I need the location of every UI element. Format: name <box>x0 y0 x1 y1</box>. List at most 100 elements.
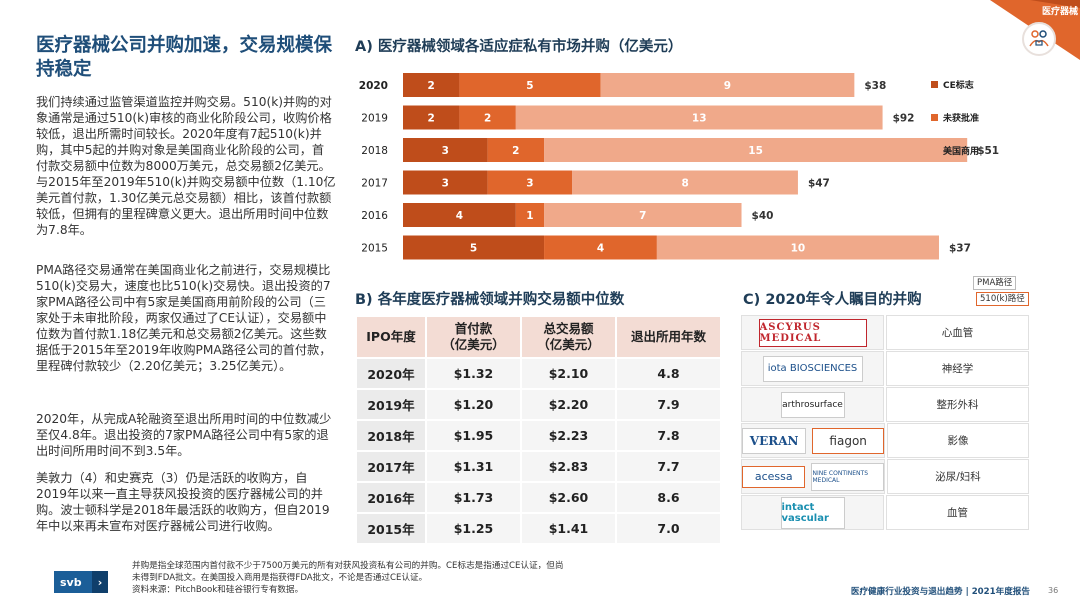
bar-value-label: 4 <box>597 243 604 255</box>
legend-510k: 510(k)路径 <box>976 292 1029 306</box>
header-exit-years: 退出所用年数 <box>615 315 722 359</box>
table-header-row: IPO年度 首付款 （亿美元） 总交易额 （亿美元） 退出所用年数 <box>355 315 722 359</box>
bar-segment <box>544 235 657 260</box>
cell-total: $2.23 <box>520 419 617 452</box>
legend-label: 美国商用 <box>943 145 979 157</box>
bar-value-label: 2 <box>512 145 519 157</box>
bar-segment <box>544 138 968 162</box>
cell-exit-years: 7.0 <box>615 512 722 545</box>
legend-label: 未获批准 <box>942 112 979 124</box>
deal-row: ASCYRUS MEDICAL 心血管 <box>741 315 1029 351</box>
paragraph-acquirers: 美敦力（4）和史赛克（3）仍是活跃的收购方，自2019年以来一直主导获风投投资的… <box>36 471 330 533</box>
company-logo: ASCYRUS MEDICAL <box>758 318 867 347</box>
company-logo: arthrosurface <box>780 391 845 418</box>
cell-year: 2016年 <box>355 481 427 514</box>
legend-swatch <box>931 81 938 88</box>
cell-total: $2.60 <box>520 481 617 514</box>
deal-row: intact vascular 血管 <box>741 495 1029 531</box>
bar-segment <box>459 105 516 130</box>
bar-segment <box>515 105 883 130</box>
bar-value-label: 1 <box>526 210 533 222</box>
deal-row: acessa NINE CONTINENTS MEDICAL 泌尿/妇科 <box>741 459 1029 495</box>
cell-total: $1.41 <box>520 512 617 545</box>
cell-total: $2.20 <box>520 388 617 421</box>
bar-value-label: 9 <box>724 80 731 92</box>
company-logo: iota BIOSCIENCES <box>762 355 863 382</box>
cell-year: 2018年 <box>355 419 427 452</box>
page-title: 医疗器械公司并购加速，交易规模保持稳定 <box>36 35 333 80</box>
bar-total-label: $40 <box>752 210 774 222</box>
table-row: 2017年 $1.31 $2.83 7.7 <box>355 450 722 483</box>
legend-pma: PMA路径 <box>973 276 1017 290</box>
bar-segment <box>459 73 601 97</box>
median-deal-table: IPO年度 首付款 （亿美元） 总交易额 （亿美元） 退出所用年数 2020年 $… <box>355 315 722 545</box>
cell-exit-years: 7.8 <box>615 419 722 452</box>
bar-value-label: 13 <box>692 113 707 125</box>
bar-value-label: 5 <box>526 80 533 92</box>
cell-year: 2020年 <box>355 357 427 390</box>
bar-total-label: $47 <box>808 178 830 190</box>
cell-exit-years: 7.7 <box>615 450 722 483</box>
bar-segment <box>487 138 545 162</box>
bar-segment <box>600 73 855 97</box>
bar-value-label: 5 <box>470 243 477 255</box>
handshake-icon <box>1022 22 1056 56</box>
y-tick-label: 2015 <box>361 243 388 255</box>
deal-logo-cell: intact vascular <box>741 495 884 530</box>
bar-value-label: 15 <box>748 145 763 157</box>
bar-value-label: 2 <box>484 113 491 125</box>
bar-segment <box>403 73 460 97</box>
paragraph-510k: 我们持续通过监管渠道监控并购交易。510(k)并购的对象通常是通过510(k)审… <box>36 95 336 237</box>
deal-category: 泌尿/妇科 <box>887 459 1029 494</box>
bar-value-label: 2 <box>428 80 435 92</box>
bar-value-label: 3 <box>442 145 449 157</box>
corner-category-label: 医疗器械 <box>1041 7 1078 17</box>
header-total: 总交易额 （亿美元） <box>520 315 617 359</box>
cell-exit-years: 4.8 <box>615 357 722 390</box>
legend-swatch <box>931 114 938 121</box>
cell-year: 2019年 <box>355 388 427 421</box>
svb-logo: svb › <box>54 571 108 593</box>
deal-category: 影像 <box>887 423 1029 458</box>
header-upfront: 首付款 （亿美元） <box>425 315 522 359</box>
cell-upfront: $1.95 <box>425 419 522 452</box>
deal-row: VERAN fiagon 影像 <box>741 423 1029 459</box>
bar-segment <box>487 170 573 195</box>
bar-segment <box>656 235 939 260</box>
table-b-title: B) 各年度医疗器械领域并购交易额中位数 <box>355 292 625 308</box>
bar-total-label: $92 <box>893 113 915 125</box>
deal-row: iota BIOSCIENCES 神经学 <box>741 351 1029 387</box>
deal-category: 神经学 <box>886 351 1029 386</box>
bar-total-label: $51 <box>977 145 999 157</box>
cell-exit-years: 8.6 <box>615 481 722 514</box>
cell-year: 2015年 <box>355 512 427 545</box>
cell-upfront: $1.73 <box>425 481 522 514</box>
deal-category: 血管 <box>886 495 1029 530</box>
deal-logo-cell: acessa NINE CONTINENTS MEDICAL <box>741 459 885 494</box>
deal-logo-cell: VERAN fiagon <box>741 423 885 458</box>
bar-segment <box>403 235 545 260</box>
cell-year: 2017年 <box>355 450 427 483</box>
notable-deals-table: ASCYRUS MEDICAL 心血管 iota BIOSCIENCES 神经学 art… <box>741 315 1029 531</box>
deal-logo-cell: ASCYRUS MEDICAL <box>741 315 884 350</box>
bar-segment <box>544 203 742 227</box>
legend-label: CE标志 <box>943 79 974 91</box>
bar-value-label: 3 <box>526 178 533 190</box>
cell-total: $2.83 <box>520 450 617 483</box>
bar-value-label: 10 <box>791 243 806 255</box>
bar-segment <box>572 170 798 195</box>
footer-source-line: 资料来源：PitchBook和硅谷银行专有数据。 <box>132 585 304 595</box>
report-title: 医疗健康行业投资与退出趋势 | 2021年度报告 <box>850 587 1030 597</box>
company-logo: acessa <box>742 465 806 488</box>
table-row: 2018年 $1.95 $2.23 7.8 <box>355 419 722 452</box>
bar-segment <box>403 170 488 195</box>
company-logo: intact vascular <box>780 496 845 529</box>
paragraph-pma: PMA路径交易通常在美国商业化之前进行，交易规模比510(k)交易大，速度也比5… <box>36 263 332 373</box>
y-tick-label: 2020 <box>359 80 388 92</box>
deal-logo-cell: arthrosurface <box>741 387 884 422</box>
table-c-title: C) 2020年令人瞩目的并购 <box>743 292 922 308</box>
chart-a-title: A) 医疗器械领域各适应症私有市场并购（亿美元） <box>355 39 683 55</box>
page-number: 36 <box>1048 586 1059 595</box>
bar-total-label: $37 <box>949 243 971 255</box>
